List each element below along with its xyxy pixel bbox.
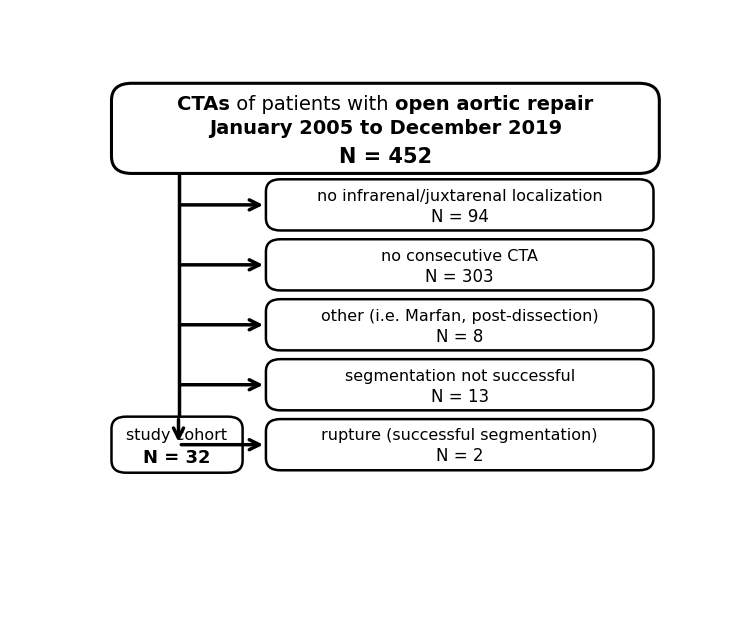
- Text: N = 303: N = 303: [426, 268, 494, 285]
- Text: segmentation not successful: segmentation not successful: [344, 368, 575, 384]
- Text: N = 452: N = 452: [339, 147, 432, 167]
- Text: of patients with: of patients with: [230, 94, 395, 113]
- Text: open aortic repair: open aortic repair: [395, 94, 593, 113]
- Text: N = 2: N = 2: [436, 448, 484, 465]
- Text: N = 13: N = 13: [431, 387, 489, 406]
- Text: no infrarenal/juxtarenal localization: no infrarenal/juxtarenal localization: [317, 189, 602, 204]
- Text: N = 8: N = 8: [436, 327, 484, 346]
- Text: no consecutive CTA: no consecutive CTA: [381, 249, 538, 263]
- Text: rupture (successful segmentation): rupture (successful segmentation): [321, 429, 598, 444]
- Text: January 2005 to December 2019: January 2005 to December 2019: [209, 119, 562, 138]
- Text: study cohort: study cohort: [126, 428, 228, 442]
- Text: N = 32: N = 32: [144, 449, 211, 467]
- FancyBboxPatch shape: [266, 359, 653, 410]
- FancyBboxPatch shape: [266, 179, 653, 230]
- Text: N = 94: N = 94: [431, 208, 489, 225]
- FancyBboxPatch shape: [111, 417, 243, 473]
- Text: CTAs: CTAs: [177, 94, 230, 113]
- FancyBboxPatch shape: [266, 239, 653, 291]
- FancyBboxPatch shape: [111, 84, 660, 173]
- FancyBboxPatch shape: [266, 419, 653, 470]
- FancyBboxPatch shape: [266, 299, 653, 351]
- Text: other (i.e. Marfan, post-dissection): other (i.e. Marfan, post-dissection): [321, 308, 599, 323]
